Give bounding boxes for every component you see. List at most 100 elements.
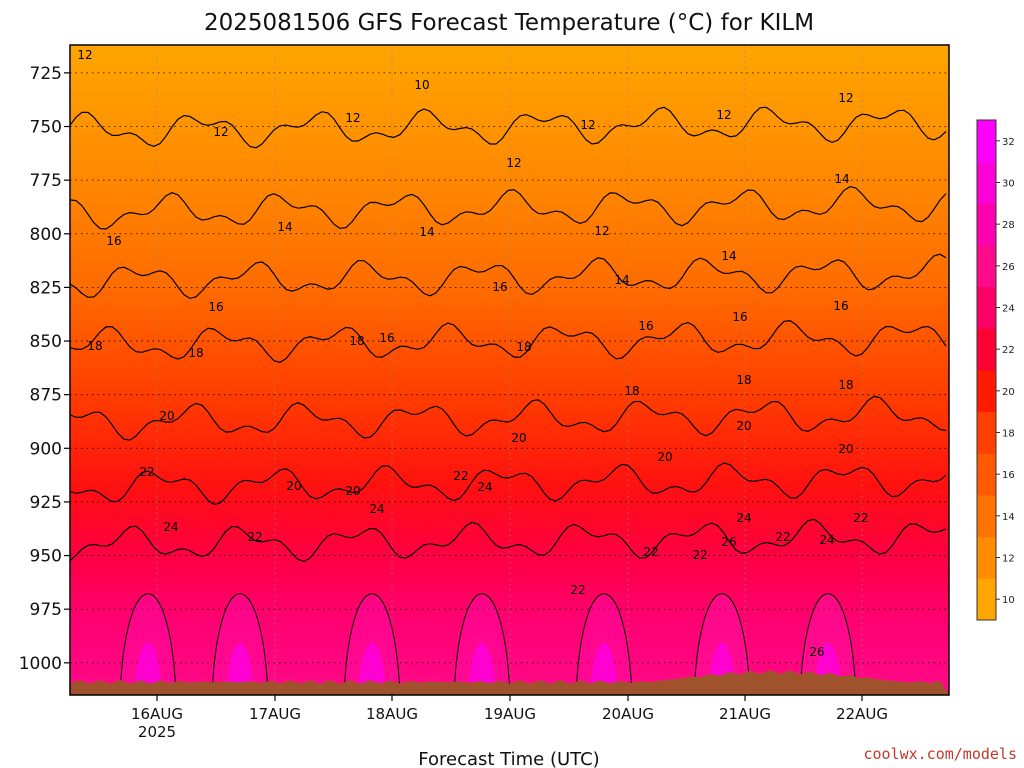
contour-label: 24 [819,533,834,547]
colorbar-frame [976,119,997,621]
y-axis: 725 750 775 800 825 850 875 900 925 950 975 1000 [19,64,70,674]
contour-label: 18 [838,378,853,392]
contour-label: 26 [721,535,736,549]
contour-label: 20 [657,450,672,464]
contour-label: 18 [736,373,751,387]
isotherm-line [70,319,947,363]
contour-label: 20 [511,431,526,445]
colorbar-label: 22 [1002,345,1015,356]
x-tick-label: 16AUG [131,705,183,723]
colorbar-swatch [977,161,996,204]
contour-label: 14 [419,225,434,239]
contour-label: 16 [208,300,223,314]
y-tick-label: 975 [30,600,62,620]
colorbar-label: 16 [1002,470,1015,481]
y-tick-label: 875 [30,386,62,406]
credit-text: coolwx.com/models [863,745,1017,763]
contour-label: 22 [643,545,658,559]
contour-label: 12 [716,108,731,122]
x-tick-label: 22AUG [836,705,888,723]
contour-label: 18 [188,346,203,360]
x-tick-label: 19AUG [484,705,536,723]
y-tick-label: 800 [30,225,62,245]
colorbar-swatch [977,370,996,413]
colorbar-label: 14 [1002,512,1015,523]
colorbar-swatch [977,536,996,579]
x-tick-label: 21AUG [719,705,771,723]
contour-label: 14 [614,273,629,287]
isotherm-line [70,462,947,506]
colorbar-label: 32 [1002,137,1015,148]
isotherm-line [70,185,947,230]
contour-label: 12 [506,156,521,170]
contour-label: 24 [369,502,384,516]
colorbar: 10 12 14 16 18 20 22 24 26 28 30 32 [976,119,1015,621]
x-axis: 16AUG 17AUG 18AUG 19AUG 20AUG 21AUG 22AUG [131,695,888,723]
colorbar-swatch [977,203,996,246]
isotherm-line [70,395,947,441]
x-tick-label: 18AUG [366,705,418,723]
colorbar-label: 24 [1002,304,1015,315]
grid [70,45,949,695]
colorbar-swatch [977,328,996,371]
x-axis-label: Forecast Time (UTC) [418,749,599,768]
colorbar-swatch [977,120,996,163]
contour-label: 18 [349,334,364,348]
isotherm-line [70,106,947,149]
contour-label: 20 [345,484,360,498]
contour-label: 18 [516,340,531,354]
contour-label: 20 [159,409,174,423]
contour-label: 20 [286,479,301,493]
contour-label: 14 [834,172,849,186]
colorbar-swatch [977,411,996,454]
contour-label: 16 [379,331,394,345]
contour-label: 22 [139,465,154,479]
dome-contour [799,593,857,695]
y-tick-label: 825 [30,278,62,298]
contour-label: 24 [163,520,178,534]
dome-contour [575,593,633,695]
contour-label: 22 [453,469,468,483]
contour-label: 16 [492,280,507,294]
contour-label: 12 [838,91,853,105]
colorbar-label: 10 [1002,595,1015,606]
contour-labels: 12 10 12 12 12 12 12 12 14 14 14 12 14 16 14 16 16 16 16 16… [77,48,868,659]
contour-label: 22 [775,530,790,544]
contour-label: 12 [77,48,92,62]
contour-label: 12 [213,125,228,139]
chart-title: 2025081506 GFS Forecast Temperature (°C)… [204,10,814,36]
contour-label: 16 [732,310,747,324]
dome-contour [119,593,177,695]
contour-label: 16 [106,234,121,248]
contour-label: 14 [721,249,736,263]
contour-label: 22 [853,511,868,525]
colorbar-swatch [977,245,996,288]
dome-contour [343,593,401,695]
ground-surface [70,670,949,695]
colorbar-swatch [977,286,996,329]
y-tick-label: 925 [30,493,62,513]
colorbar-label: 28 [1002,220,1015,231]
temperature-field [70,45,949,695]
contour-label: 12 [345,111,360,125]
colorbar-label: 18 [1002,429,1015,440]
contour-label: 24 [477,480,492,494]
y-tick-label: 1000 [19,654,62,674]
contour-label: 22 [247,530,262,544]
contour-label: 12 [594,224,609,238]
colorbar-swatch [977,453,996,496]
x-tick-label: 20AUG [602,705,654,723]
isotherm-line [70,253,947,300]
colorbar-swatch [977,578,996,621]
dome-contour [693,593,751,695]
dome-contour [211,593,269,695]
contour-label: 16 [638,319,653,333]
x-tick-year: 2025 [138,723,176,741]
contour-label: 26 [809,645,824,659]
contour-label: 20 [838,442,853,456]
colorbar-label: 30 [1002,179,1015,190]
dome-contour [453,593,511,695]
x-tick-label: 17AUG [249,705,301,723]
contour-label: 24 [736,511,751,525]
